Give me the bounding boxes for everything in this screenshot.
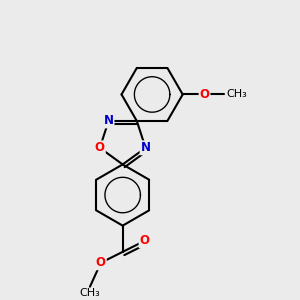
Text: N: N <box>140 141 151 154</box>
Text: O: O <box>96 256 106 269</box>
Text: O: O <box>95 141 105 154</box>
Text: O: O <box>200 88 210 101</box>
Text: N: N <box>103 115 114 128</box>
Text: CH₃: CH₃ <box>227 89 248 100</box>
Text: O: O <box>140 234 149 248</box>
Text: CH₃: CH₃ <box>80 288 100 298</box>
